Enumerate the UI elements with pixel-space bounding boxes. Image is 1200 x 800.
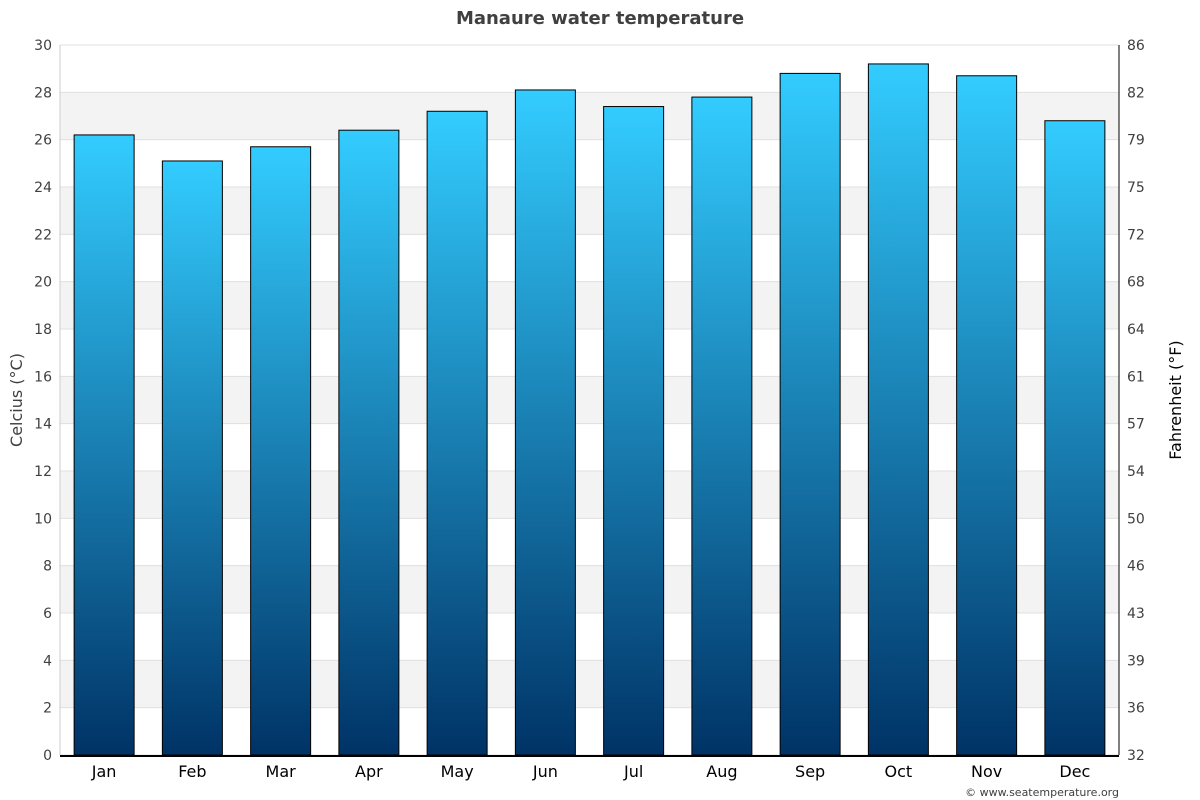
y-tick-right: 46 [1127,559,1145,575]
grid-band [60,187,1119,235]
bar-feb [161,160,223,756]
y-tick-right: 61 [1127,369,1145,385]
grid-band [60,92,1119,140]
credit: © www.seatemperature.org [965,786,1119,799]
y-tick-right: 43 [1127,606,1145,622]
x-tick: Jan [91,762,117,781]
y-tick-right: 64 [1127,322,1145,338]
y-axis-label-left: Celcius (°C) [7,353,26,447]
bar-mar [250,146,312,756]
grid-band [60,281,1119,329]
y-tick-left: 18 [34,322,52,338]
y-tick-left: 28 [34,85,52,101]
y-tick-left: 12 [34,464,52,480]
grid-band [60,565,1119,613]
chart-title: Manaure water temperature [456,8,744,29]
bar-dec [1044,120,1106,756]
y-tick-right: 36 [1127,701,1145,717]
x-tick: Mar [266,762,297,781]
y-tick-left: 6 [43,606,52,622]
x-tick: Nov [971,762,1002,781]
y-tick-right: 68 [1127,275,1145,291]
grid-band [60,471,1119,519]
y-tick-right: 50 [1127,511,1145,527]
bar-apr [338,129,400,756]
y-tick-right: 79 [1127,133,1145,149]
y-tick-right: 54 [1127,464,1145,480]
bar-aug [691,96,753,756]
y-tick-left: 16 [34,369,52,385]
bar-nov [956,75,1018,756]
grid-band [60,376,1119,424]
y-tick-left: 4 [43,653,52,669]
bar-jan [73,134,135,756]
bar-sep [779,72,841,756]
y-tick-left: 14 [34,417,52,433]
x-tick: Apr [355,762,383,781]
y-tick-left: 8 [43,559,52,575]
x-tick: Jun [532,762,558,781]
y-tick-right: 72 [1127,227,1145,243]
y-tick-right: 32 [1127,748,1145,764]
bar-oct [867,63,929,756]
x-tick: Jul [623,762,643,781]
y-tick-right: 57 [1127,417,1145,433]
x-tick: Oct [885,762,913,781]
y-tick-right: 75 [1127,180,1145,196]
y-tick-left: 24 [34,180,52,196]
grid-band [60,660,1119,708]
y-tick-right: 82 [1127,85,1145,101]
bar-jun [514,89,576,756]
y-tick-left: 22 [34,227,52,243]
y-tick-left: 30 [34,38,52,54]
y-tick-right: 39 [1127,653,1145,669]
y-tick-left: 2 [43,701,52,717]
y-tick-left: 0 [43,748,52,764]
x-tick: Feb [178,762,206,781]
bar-jul [603,106,665,756]
y-tick-left: 20 [34,275,52,291]
bar-may [426,110,488,756]
y-tick-left: 26 [34,133,52,149]
y-axis-label-right: Fahrenheit (°F) [1166,340,1185,459]
x-tick: May [441,762,474,781]
x-tick: Sep [795,762,825,781]
x-tick: Aug [706,762,737,781]
y-tick-right: 86 [1127,38,1145,54]
y-tick-left: 10 [34,511,52,527]
x-tick: Dec [1059,762,1090,781]
